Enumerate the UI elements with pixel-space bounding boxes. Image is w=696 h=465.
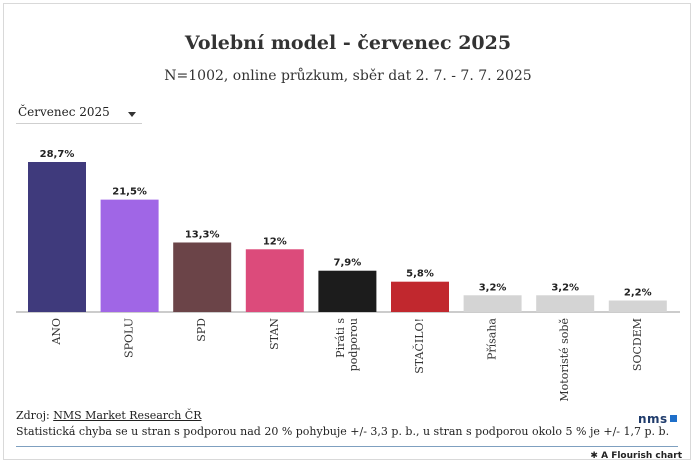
footer-divider xyxy=(16,446,678,447)
bars-group: 28,7% ANO 21,5% SPOLU 13,3% SPD 12% STAN 7,9% Pir… xyxy=(28,149,667,402)
flourish-credit-text: A Flourish chart xyxy=(601,451,682,461)
source-link[interactable]: NMS Market Research ČR xyxy=(53,409,202,422)
chevron-down-icon xyxy=(128,112,136,117)
category-label: STAČILO! xyxy=(412,318,426,374)
category-label: Přísaha xyxy=(486,318,499,360)
nms-logo-text: nms xyxy=(638,412,668,426)
category-label: Piráti spodporou xyxy=(334,318,360,372)
logo-square-icon xyxy=(669,415,677,422)
bar-2[interactable] xyxy=(173,242,232,312)
category-label: Motoristé sobě xyxy=(558,318,571,402)
category-label: SPD xyxy=(195,318,208,342)
bar-value-label: 7,9% xyxy=(334,258,362,269)
bar-0[interactable] xyxy=(28,162,86,312)
bar-value-label: 12% xyxy=(263,236,287,247)
chart-title: Volební model - červenec 2025 xyxy=(184,32,512,54)
source-line: Zdroj: NMS Market Research ČR xyxy=(16,409,201,422)
flourish-star-icon: ✱ xyxy=(590,451,598,461)
month-dropdown[interactable]: Červenec 2025 xyxy=(16,102,142,124)
bar-value-label: 5,8% xyxy=(406,269,434,280)
bar-4[interactable] xyxy=(318,270,377,312)
flourish-credit[interactable]: ✱ A Flourish chart xyxy=(590,451,682,461)
bar-value-label: 21,5% xyxy=(112,187,147,198)
month-dropdown-value: Červenec 2025 xyxy=(18,105,110,119)
source-prefix: Zdroj: xyxy=(16,409,54,422)
chart-subtitle: N=1002, online průzkum, sběr dat 2. 7. -… xyxy=(164,68,532,84)
bar-6[interactable] xyxy=(463,295,522,312)
category-label: SPOLU xyxy=(123,318,136,358)
bar-7[interactable] xyxy=(536,295,595,312)
bar-8[interactable] xyxy=(608,300,667,312)
category-label: STAN xyxy=(268,318,281,350)
category-label: SOCDEM xyxy=(631,318,644,371)
bar-5[interactable] xyxy=(391,281,449,312)
bar-value-label: 3,2% xyxy=(479,282,507,293)
bar-value-label: 3,2% xyxy=(551,282,579,293)
nms-logo: nms xyxy=(638,412,677,426)
bar-value-label: 2,2% xyxy=(624,288,652,299)
bar-value-label: 13,3% xyxy=(185,229,220,240)
error-note: Statistická chyba se u stran s podporou … xyxy=(16,425,670,438)
bar-value-label: 28,7% xyxy=(40,149,75,160)
bar-3[interactable] xyxy=(245,249,304,312)
category-label: ANO xyxy=(50,318,63,346)
bar-1[interactable] xyxy=(100,199,159,312)
